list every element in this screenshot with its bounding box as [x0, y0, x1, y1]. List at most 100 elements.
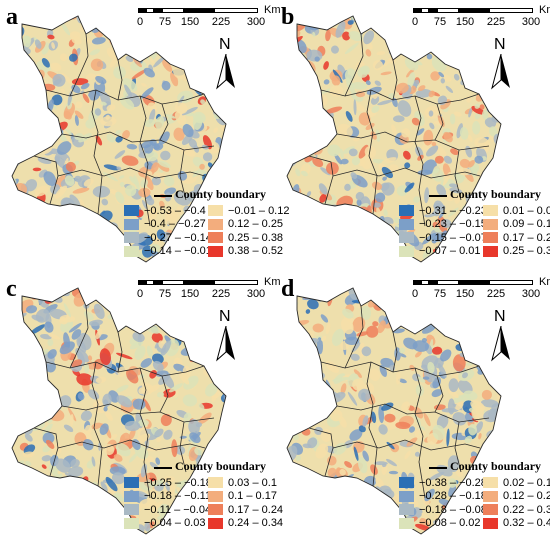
county-boundary-line: [45, 89, 205, 105]
legend-swatch: [399, 477, 414, 489]
legend-label: −0.4 – −0.27: [144, 218, 206, 231]
scale-tick-label: 0: [136, 288, 144, 300]
map-panel-a: a 0 75 150 225 300 Km N County boundary −0.53 – −…: [0, 0, 289, 272]
north-label: N: [219, 36, 231, 53]
scale-bar-segment: [413, 280, 421, 285]
legend-item: −0.07 – 0.01: [399, 245, 487, 259]
study-area-map: [286, 287, 502, 535]
county-boundary-line: [320, 89, 480, 105]
legend-swatch: [483, 245, 498, 257]
north-arrow: N: [212, 36, 242, 96]
north-arrow: N: [487, 36, 517, 96]
county-boundary-line: [392, 59, 398, 101]
north-label: N: [219, 308, 231, 325]
scale-tick-label: 300: [246, 16, 266, 28]
map-panel-c: c 0 75 150 225 300 Km N County boundary −0.25 – −…: [0, 272, 283, 544]
scale-bar-segment: [138, 280, 146, 285]
legend-label: −0.15 – −0.07: [419, 231, 487, 244]
study-area-outline: [286, 287, 502, 535]
legend-label: −0.28 – −0.18: [419, 490, 487, 503]
study-area-map: [11, 15, 227, 263]
scale-tick-label: 0: [411, 16, 419, 28]
scale-bar-segment: [162, 280, 184, 285]
county-boundary-line: [434, 375, 444, 413]
study-area-outline: [286, 15, 502, 263]
county-boundary-line: [69, 33, 89, 97]
scale-tick-label: 300: [246, 288, 266, 300]
legend-item: 0.32 – 0.42: [483, 517, 550, 531]
legend-swatch: [124, 205, 139, 217]
scale-tick-label: 300: [521, 288, 541, 300]
legend: County boundary −0.25 – −0.18 −0.18 – −0.1…: [120, 459, 283, 542]
legend-label: −0.14 – −0.01: [144, 245, 212, 258]
legend-item: −0.18 – −0.11: [124, 490, 212, 504]
scale-tick-label: 0: [136, 16, 144, 28]
legend-swatch: [483, 490, 498, 502]
county-boundary-line: [332, 439, 481, 451]
legend-swatch: [399, 517, 414, 529]
legend-swatch: [124, 504, 139, 516]
legend-swatch: [124, 477, 139, 489]
county-boundary-swatch: [429, 467, 447, 469]
legend-item: 0.17 – 0.24: [208, 503, 283, 517]
legend-title: County boundary: [175, 187, 267, 201]
legend-item: 0.24 – 0.34: [208, 517, 283, 531]
legend-item: 0.12 – 0.25: [208, 218, 289, 232]
county-boundary-line: [45, 361, 205, 377]
county-boundary-swatch: [154, 195, 172, 197]
county-boundary-line: [392, 331, 398, 373]
legend-swatch: [483, 218, 498, 230]
legend-swatch: [399, 504, 414, 516]
legend-title: County boundary: [450, 459, 542, 473]
scale-tick-label: 225: [211, 16, 231, 28]
legend-swatch: [208, 218, 223, 230]
legend-label: −0.31 – −0.23: [419, 204, 487, 217]
scale-tick-label: 75: [433, 16, 447, 28]
legend-label: −0.38 – −0.28: [419, 476, 487, 489]
legend-label: −0.11 – −0.04: [144, 503, 212, 516]
legend-label: 0.01 – 0.09: [503, 204, 550, 217]
north-arrow-icon: [216, 54, 235, 90]
north-label: N: [494, 308, 506, 325]
county-boundary-line: [344, 33, 364, 97]
county-boundary-line: [57, 167, 206, 179]
scale-bar-segment: [413, 8, 421, 13]
legend-label: 0.17 – 0.24: [228, 503, 284, 516]
legend-label: 0.22 – 0.32: [503, 503, 550, 516]
county-boundary-swatch: [154, 467, 172, 469]
legend-column-positive: 0.03 – 0.1 0.1 – 0.17 0.17 – 0.24 0.24 – 0.…: [208, 476, 283, 530]
scale-tick-label: 75: [158, 16, 172, 28]
legend-swatch: [124, 218, 139, 230]
north-arrow-icon: [491, 326, 510, 362]
legend-item: −0.27 – −0.14: [124, 231, 212, 245]
county-boundary-line: [117, 59, 123, 101]
study-area-outline: [11, 15, 227, 263]
county-boundary-line: [414, 367, 426, 499]
county-boundary-line: [33, 155, 59, 205]
legend-label: 0.12 – 0.22: [503, 490, 550, 503]
legend-label: −0.23 – −0.15: [419, 218, 487, 231]
legend-item: 0.25 – 0.38: [208, 231, 289, 245]
county-boundary-line: [454, 149, 462, 201]
legend-swatch: [483, 232, 498, 244]
county-boundary-line: [434, 103, 444, 141]
legend-label: −0.25 – −0.18: [144, 476, 212, 489]
legend-item: −0.01 – 0.12: [208, 204, 289, 218]
legend-item: 0.09 – 0.17: [483, 218, 550, 232]
legend-swatch: [208, 205, 223, 217]
panel-label: a: [6, 4, 18, 30]
scale-bar-segment: [421, 8, 429, 13]
legend: County boundary −0.38 – −0.28 −0.28 – −0.1…: [395, 459, 550, 542]
legend-label: −0.18 – −0.08: [419, 503, 487, 516]
legend-item: −0.53 – −0.4: [124, 204, 212, 218]
legend-column-positive: −0.01 – 0.12 0.12 – 0.25 0.25 – 0.38 0.38 –…: [208, 204, 289, 258]
scale-tick-label: 225: [211, 288, 231, 300]
legend-swatch: [399, 490, 414, 502]
legend-swatch: [399, 205, 414, 217]
scale-bar-segment: [489, 8, 533, 13]
scale-bar-segment: [489, 280, 533, 285]
scale-bar-segment: [146, 8, 154, 13]
